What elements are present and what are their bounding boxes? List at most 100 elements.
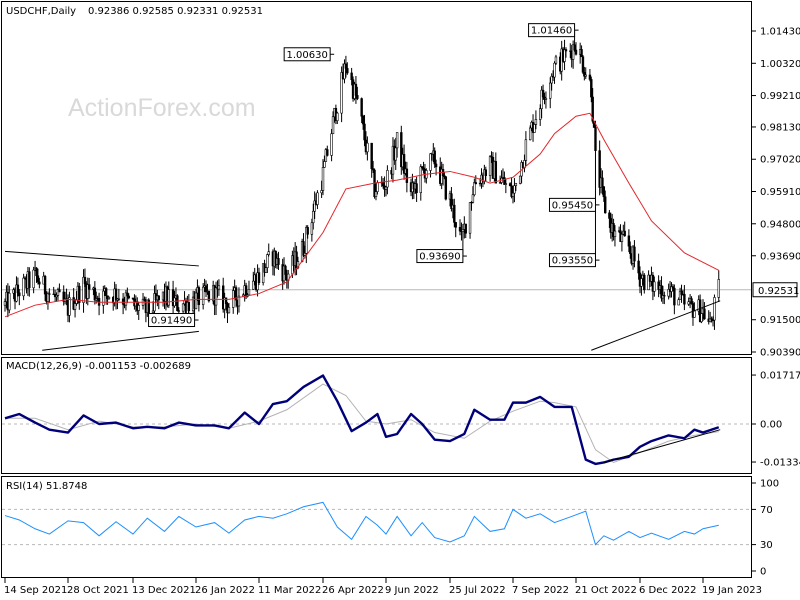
- candle-body: [508, 183, 512, 187]
- candle: [450, 187, 453, 212]
- candle: [540, 86, 543, 119]
- candle: [386, 165, 389, 195]
- candle-body: [450, 193, 453, 209]
- candle-body: [703, 308, 706, 320]
- candle-body: [214, 287, 218, 306]
- candle-body: [137, 305, 140, 311]
- candle-body: [534, 119, 538, 125]
- candle-body: [591, 96, 594, 122]
- candle: [331, 111, 335, 135]
- candle-body: [48, 293, 51, 295]
- candle: [700, 312, 703, 324]
- candle-body: [56, 289, 60, 296]
- candle-body: [381, 181, 385, 187]
- candle: [48, 288, 51, 303]
- candle: [640, 274, 643, 296]
- candle: [3, 298, 7, 312]
- candle: [633, 240, 636, 268]
- candle: [143, 296, 146, 302]
- candle: [683, 285, 686, 311]
- candle-body: [395, 132, 399, 149]
- candle: [453, 198, 456, 228]
- date-tick-label: 9 Jun 2022: [385, 585, 439, 596]
- candle-body: [700, 313, 703, 322]
- candle: [222, 277, 225, 313]
- candle: [361, 114, 365, 130]
- candle: [321, 159, 325, 196]
- candle-body: [468, 202, 472, 234]
- candle-body: [266, 254, 269, 268]
- candle: [167, 281, 170, 308]
- candle-body: [3, 301, 7, 306]
- candle-body: [104, 288, 108, 297]
- candle-body: [680, 290, 683, 295]
- candle-body: [224, 297, 228, 304]
- candle-body: [121, 298, 125, 305]
- candle-body: [320, 190, 323, 194]
- candle-body: [126, 292, 129, 297]
- candle-body: [717, 279, 720, 298]
- candle-body: [544, 97, 548, 100]
- candle: [214, 281, 218, 316]
- candle-body: [698, 299, 702, 322]
- price-tick-label: 0.98130: [760, 122, 800, 133]
- candle-body: [370, 142, 373, 170]
- price-tick-label: 1.00320: [760, 59, 800, 70]
- candle: [176, 294, 179, 312]
- candle: [207, 290, 211, 303]
- candle: [563, 39, 566, 71]
- candle: [601, 170, 604, 195]
- candle: [370, 142, 373, 178]
- candle: [313, 191, 316, 220]
- candle: [678, 287, 682, 301]
- candle-body: [588, 74, 592, 80]
- candle-body: [46, 293, 50, 302]
- candle-body: [554, 56, 558, 64]
- candle-body: [93, 287, 97, 301]
- candle: [126, 287, 129, 304]
- candle-body: [677, 299, 680, 306]
- candle-body: [201, 286, 205, 305]
- candle: [620, 232, 624, 252]
- candle: [471, 186, 475, 204]
- candle-body: [539, 108, 542, 120]
- candle-body: [693, 310, 696, 318]
- candle: [204, 280, 208, 298]
- candle-body: [637, 260, 640, 274]
- candle: [484, 166, 487, 182]
- candle: [217, 279, 221, 296]
- candle-body: [690, 298, 693, 304]
- candle: [594, 120, 597, 261]
- candle-body: [458, 226, 462, 232]
- annotation-box: [548, 253, 596, 268]
- candle: [124, 289, 128, 311]
- candle-body: [68, 297, 71, 316]
- annotation-label: 1.01460: [531, 26, 572, 37]
- candle-body: [419, 166, 422, 194]
- rsi-tick-label: 0: [760, 567, 766, 578]
- candle: [508, 182, 512, 187]
- candle: [660, 276, 663, 302]
- candle: [663, 291, 666, 305]
- candle-body: [433, 150, 436, 165]
- candle: [580, 45, 583, 58]
- candle-body: [511, 192, 515, 197]
- candle-body: [247, 288, 251, 296]
- candle-body: [177, 310, 181, 312]
- candle-body: [478, 182, 482, 185]
- candle: [574, 42, 578, 56]
- candle-body: [594, 127, 597, 151]
- candle: [326, 145, 329, 157]
- candle-body: [620, 234, 624, 242]
- rsi-title: RSI(14) 51.8748: [6, 481, 87, 492]
- rsi-series: [4, 501, 719, 546]
- candle: [419, 164, 422, 201]
- candle-body: [222, 285, 225, 310]
- candle-body: [513, 185, 516, 194]
- candle-body: [310, 222, 314, 235]
- candle-body: [55, 295, 58, 298]
- candle: [713, 294, 716, 330]
- annotation-label: 0.93690: [419, 252, 460, 263]
- macd-title: MACD(12,26,9) -0.001153 -0.002689: [6, 361, 191, 372]
- candle: [336, 111, 339, 125]
